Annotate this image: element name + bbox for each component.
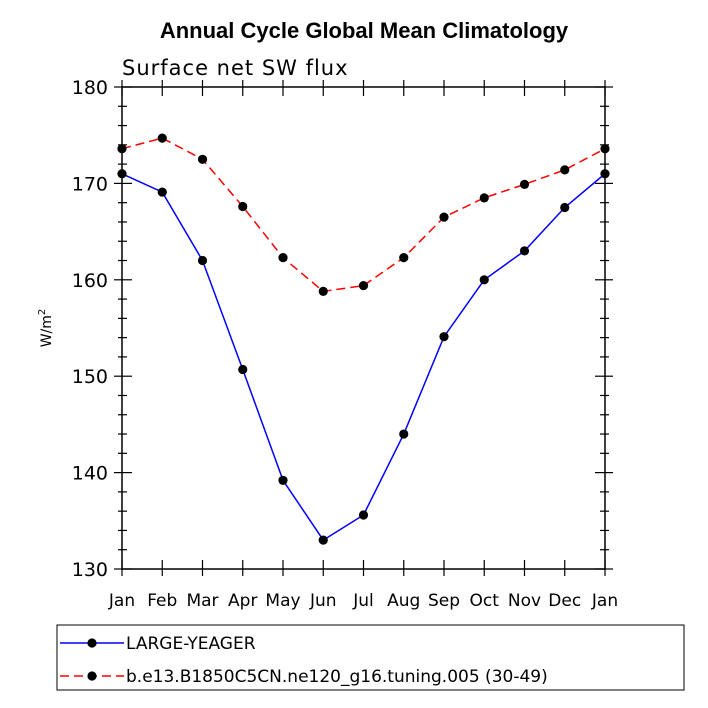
series-1-point: [318, 535, 328, 545]
series-1-point: [439, 332, 449, 342]
x-tick-label: Mar: [186, 591, 218, 611]
series-2-point: [358, 280, 369, 291]
x-tick-label: Jul: [352, 591, 374, 611]
x-tick-label: Apr: [228, 591, 257, 611]
chart-subtitle: Surface net SW flux: [122, 56, 349, 80]
x-tick-label: May: [265, 591, 300, 611]
x-tick-label: Jan: [108, 591, 135, 611]
svg-text:W/m2: W/m2: [37, 309, 55, 348]
series-2-point: [318, 286, 328, 296]
series-1-point: [238, 364, 248, 375]
y-tick-label: 170: [72, 173, 108, 195]
x-tick-label: Jan: [591, 591, 618, 611]
legend: LARGE-YEAGER b.e13.B1850C5CN.ne120_g16.tu…: [56, 624, 685, 691]
series-2-point: [197, 154, 208, 164]
x-tick-label: Sep: [428, 591, 460, 611]
series-2-point: [479, 193, 489, 203]
y-tick-label: 130: [72, 559, 108, 581]
series-line-2: [121, 137, 606, 293]
series-1-point: [358, 510, 369, 520]
legend-label-2: b.e13.B1850C5CN.ne120_g16.tuning.005 (30…: [126, 667, 548, 687]
series-1-point: [479, 275, 489, 285]
series-1-point: [157, 187, 167, 197]
legend-marker-2: [87, 671, 97, 681]
legend-box: [56, 624, 685, 691]
series-1-point: [197, 255, 208, 266]
series-1-point: [519, 246, 530, 256]
chart-title: Annual Cycle Global Mean Climatology: [160, 18, 569, 43]
series-2-point: [519, 179, 530, 189]
y-tick-label: 180: [72, 77, 108, 99]
series-layer: [117, 133, 610, 545]
series-line-1: [121, 173, 606, 542]
series-2-point: [238, 201, 248, 212]
series-1-point: [399, 429, 409, 439]
y-tick-label: 160: [72, 270, 108, 292]
x-tick-label: Nov: [508, 591, 541, 611]
legend-label-1: LARGE-YEAGER: [126, 634, 256, 654]
x-tick-label: Jun: [309, 591, 337, 611]
y-axis-title-superscript: 2: [37, 309, 48, 315]
axes: Jan Feb Mar Apr May Jun Jul Aug Sep Oct Nov Dec Jan1…: [72, 77, 618, 611]
x-tick-label: Oct: [470, 591, 500, 611]
legend-marker-1: [87, 638, 97, 648]
plot-frame: [121, 86, 606, 570]
series-2-point: [399, 253, 409, 263]
y-tick-label: 140: [72, 463, 108, 485]
y-tick-label: 150: [72, 366, 108, 388]
series-2-point: [439, 212, 449, 222]
series-2-point: [278, 253, 288, 263]
series-2-point: [560, 165, 570, 175]
series-1-point: [560, 202, 570, 213]
y-axis-title-text: W/m: [39, 315, 55, 347]
x-tick-label: Dec: [548, 591, 581, 611]
y-axis-title: W/m2: [37, 309, 55, 348]
x-tick-label: Aug: [387, 591, 420, 611]
series-1-point: [278, 475, 288, 485]
x-tick-label: Feb: [147, 591, 177, 611]
series-2-point: [157, 133, 167, 143]
